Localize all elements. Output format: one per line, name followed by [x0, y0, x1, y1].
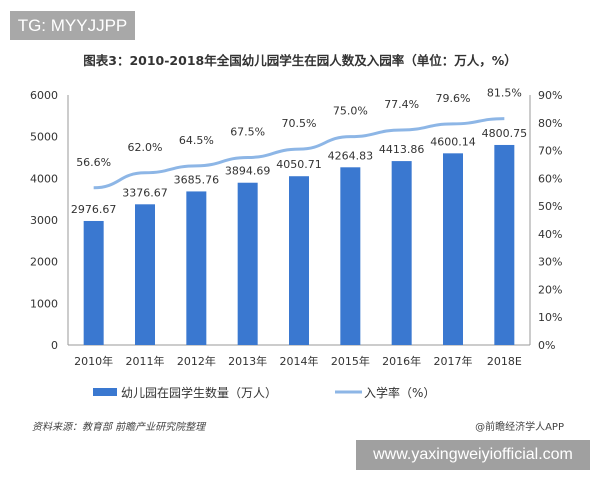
x-tick-label: 2010年	[74, 354, 113, 368]
left-tick-label: 6000	[30, 89, 58, 102]
bar	[494, 144, 515, 345]
right-tick-label: 20%	[538, 283, 562, 296]
bar	[391, 161, 412, 345]
line-label: 70.5%	[282, 117, 317, 130]
x-tick-label: 2016年	[382, 354, 421, 368]
left-tick-label: 5000	[30, 131, 58, 144]
right-tick-label: 30%	[538, 256, 562, 269]
line-label: 77.4%	[384, 98, 419, 111]
bar	[340, 167, 361, 345]
right-tick-label: 0%	[538, 339, 555, 352]
right-tick-label: 40%	[538, 228, 562, 241]
right-tick-label: 60%	[538, 172, 562, 185]
right-tick-label: 80%	[538, 117, 562, 130]
bar	[186, 191, 207, 345]
brand-label: @前瞻经济学人APP	[475, 422, 564, 433]
line-label: 67.5%	[230, 126, 265, 139]
left-tick-label: 4000	[30, 172, 58, 185]
right-tick-label: 50%	[538, 200, 562, 213]
left-tick-label: 0	[51, 339, 58, 352]
bar-label: 2976.67	[71, 203, 117, 216]
line-label: 64.5%	[179, 134, 214, 147]
bar	[83, 220, 104, 345]
x-tick-label: 2017年	[434, 354, 473, 368]
bar	[443, 153, 463, 345]
line-label: 56.6%	[76, 156, 111, 169]
bar-label: 4050.71	[276, 158, 322, 171]
left-tick-label: 1000	[30, 297, 58, 310]
bar-label: 4800.75	[482, 127, 528, 140]
line-label: 62.0%	[128, 141, 163, 154]
bar	[237, 182, 258, 345]
left-tick-label: 2000	[30, 256, 58, 269]
right-tick-label: 70%	[538, 145, 562, 158]
x-tick-label: 2012年	[177, 354, 216, 368]
bar-label: 4413.86	[379, 143, 425, 156]
bar-label: 3376.67	[122, 186, 168, 199]
right-tick-label: 10%	[538, 311, 562, 324]
source-note: 资料来源：教育部 前瞻产业研究院整理	[32, 422, 206, 433]
bar-label: 3894.69	[225, 165, 271, 178]
line-label: 75.0%	[333, 105, 368, 118]
x-tick-label: 2013年	[228, 354, 267, 368]
bar	[135, 204, 155, 345]
bar-label: 4600.14	[430, 135, 476, 148]
line-label: 79.6%	[436, 92, 471, 105]
legend-label-bar: 幼儿园在园学生数量（万人）	[121, 385, 277, 400]
x-tick-label: 2011年	[126, 354, 165, 368]
line-label: 81.5%	[487, 87, 522, 100]
bar-label: 3685.76	[174, 173, 220, 186]
legend-label-line: 入学率（%）	[364, 385, 435, 400]
right-tick-label: 90%	[538, 89, 562, 102]
bar-label: 4264.83	[328, 149, 374, 162]
x-tick-label: 2014年	[280, 354, 319, 368]
rate-line	[93, 117, 505, 190]
legend-swatch-bar	[93, 388, 117, 396]
watermark-bottom: www.yaxingweiyiofficial.com	[356, 440, 590, 470]
watermark-top: TG: MYYJJPP	[10, 11, 135, 40]
x-tick-label: 2015年	[331, 354, 370, 368]
left-tick-label: 3000	[30, 214, 58, 227]
bar	[289, 176, 309, 345]
chart-title: 图表3：2010-2018年全国幼儿园学生在园人数及入园率（单位：万人，%）	[83, 53, 517, 68]
x-tick-label: 2018E	[487, 355, 522, 368]
